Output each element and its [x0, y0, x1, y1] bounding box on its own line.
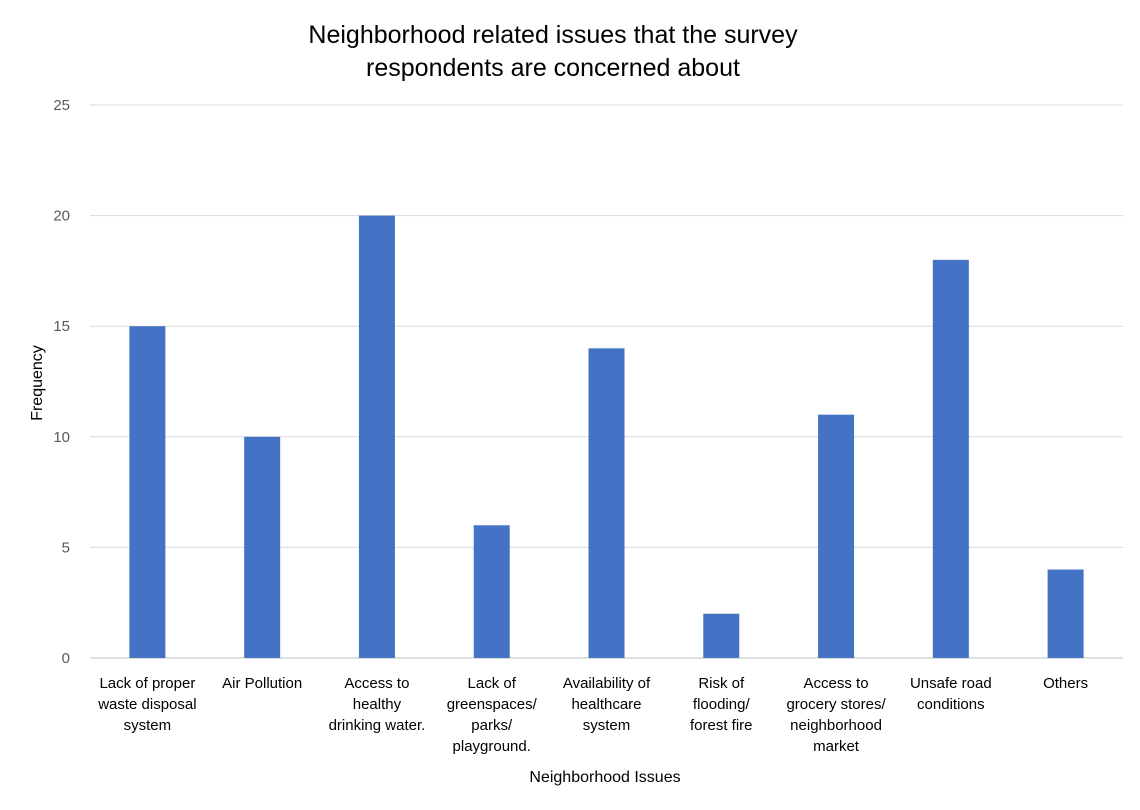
- x-category-label-line: Lack of: [468, 675, 517, 692]
- y-tick-label: 5: [62, 539, 70, 556]
- x-category-label-line: Others: [1043, 675, 1088, 692]
- x-category-label: Others: [1043, 675, 1088, 692]
- y-tick-label: 20: [53, 208, 70, 225]
- x-category-label: Lack of proper waste disposal system: [97, 675, 196, 734]
- x-category-label: Access to healthy drinking water.: [329, 675, 426, 734]
- x-axis-title: Neighborhood Issues: [529, 769, 680, 786]
- x-category-label: Availability of healthcare system: [563, 675, 651, 734]
- bar: [818, 414, 855, 658]
- x-category-label-line: playground.: [453, 738, 531, 755]
- x-category-label-line: market: [813, 738, 860, 755]
- x-category-label-line: Access to: [344, 675, 409, 692]
- x-category-label-line: parks/: [471, 717, 513, 734]
- bar: [244, 436, 281, 658]
- bars: [129, 215, 1084, 658]
- x-category-label: Access to grocery stores/neighborhood mark…: [786, 675, 886, 755]
- bar: [588, 348, 625, 658]
- x-axis-categories: Lack of proper waste disposal system Air Po…: [97, 675, 1088, 755]
- x-category-label-line: Risk of: [698, 675, 745, 692]
- x-category-label-line: Unsafe road: [910, 675, 992, 692]
- y-axis-title: Frequency: [29, 345, 46, 421]
- x-category-label-line: neighborhood: [790, 717, 882, 734]
- x-category-label: Risk of flooding/forest fire: [690, 675, 753, 734]
- x-category-label-line: Access to: [804, 675, 869, 692]
- x-category-label-line: waste disposal: [97, 696, 196, 713]
- y-tick-label: 10: [53, 429, 70, 446]
- bar: [129, 326, 166, 658]
- bar: [358, 215, 395, 658]
- x-category-label-line: Availability of: [563, 675, 651, 692]
- bar: [473, 525, 510, 658]
- y-tick-label: 0: [62, 650, 70, 667]
- x-category-label: Unsafe road conditions: [910, 675, 992, 713]
- x-category-label: Lack of greenspaces/parks/playground.: [447, 675, 538, 755]
- bar: [703, 613, 740, 658]
- x-category-label-line: conditions: [917, 696, 985, 713]
- x-category-label-line: system: [583, 717, 631, 734]
- chart-title: Neighborhood related issues that the sur…: [308, 21, 798, 82]
- x-category-label-line: Lack of proper: [99, 675, 195, 692]
- x-category-label-line: greenspaces/: [447, 696, 538, 713]
- x-category-label-line: healthcare: [571, 696, 641, 713]
- x-category-label-line: system: [124, 717, 172, 734]
- x-category-label-line: flooding/: [693, 696, 751, 713]
- chart-title-line: respondents are concerned about: [366, 54, 740, 82]
- chart-title-line: Neighborhood related issues that the sur…: [308, 21, 798, 49]
- x-category-label: Air Pollution: [222, 675, 302, 692]
- x-category-label-line: drinking water.: [329, 717, 426, 734]
- x-category-label-line: healthy: [353, 696, 402, 713]
- y-tick-label: 25: [53, 97, 70, 114]
- x-category-label-line: forest fire: [690, 717, 753, 734]
- bar: [1047, 569, 1084, 658]
- x-category-label-line: Air Pollution: [222, 675, 302, 692]
- bar: [932, 259, 969, 658]
- y-axis-ticks: 0 5 10 15 20 25: [53, 97, 70, 667]
- y-tick-label: 15: [53, 318, 70, 335]
- x-category-label-line: grocery stores/: [786, 696, 886, 713]
